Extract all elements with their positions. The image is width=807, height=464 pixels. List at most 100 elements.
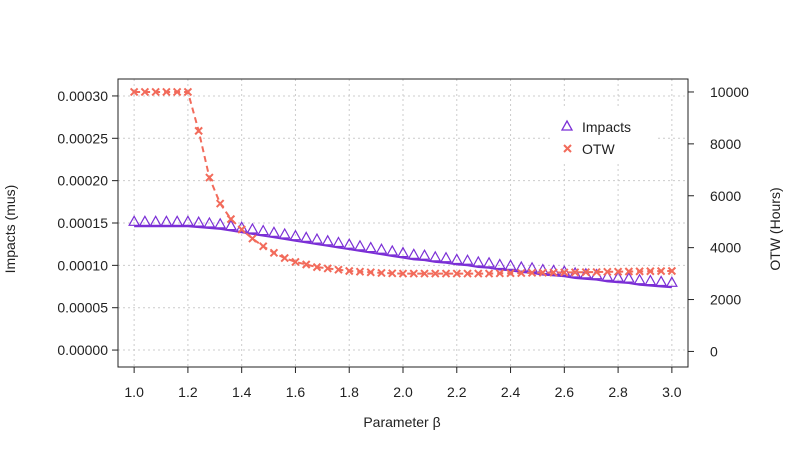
otw-point-stroke (603, 267, 612, 276)
otw-point-stroke (527, 268, 537, 278)
otw-point (162, 87, 171, 97)
otw-point (388, 269, 397, 278)
otw-point-stroke (592, 267, 601, 277)
x-tick-label: 1.8 (339, 384, 359, 400)
x-tick-label: 2.6 (555, 384, 575, 400)
otw-point-stroke (517, 268, 526, 278)
x-tick-label: 3.0 (662, 384, 682, 400)
impacts-point (461, 254, 474, 265)
otw-point (560, 268, 569, 277)
otw-point (613, 267, 623, 276)
otw-point-stroke (506, 268, 515, 278)
impacts-point (149, 215, 162, 226)
impacts-point (439, 251, 453, 263)
otw-point (226, 214, 236, 224)
otw-point (345, 266, 354, 276)
otw-point (302, 260, 311, 269)
otw-point (334, 265, 343, 274)
otw-point (237, 225, 246, 234)
impacts-point (343, 237, 356, 249)
otw-point (280, 253, 289, 263)
impacts-point (171, 215, 184, 226)
impacts-point (300, 231, 313, 242)
impacts-point (601, 270, 614, 281)
y-axis-right-label: OTW (Hours) (767, 187, 783, 270)
otw-point-stroke (183, 87, 193, 97)
otw-point-stroke (463, 269, 472, 278)
otw-point-stroke (302, 260, 311, 269)
y-left-tick-label: 0.00020 (57, 173, 108, 189)
legend-impacts-label: Impacts (582, 119, 631, 135)
x-axis-label: Parameter β (363, 414, 440, 430)
otw-point (624, 267, 634, 276)
otw-point (366, 268, 375, 277)
impacts-point (203, 216, 216, 228)
y-right-tick-label: 10000 (710, 84, 749, 100)
otw-point (248, 234, 257, 243)
impacts-point (128, 215, 141, 226)
otw-point (431, 269, 440, 278)
impacts-point (160, 215, 173, 226)
otw-point-stroke (172, 87, 182, 97)
otw-point (667, 266, 677, 276)
legend-otw-marker (563, 144, 572, 153)
otw-point (463, 269, 472, 278)
otw-point (527, 268, 537, 278)
otw-point (194, 126, 203, 136)
otw-point-stroke (667, 266, 677, 276)
impacts-point (181, 215, 194, 226)
otw-point-stroke (151, 87, 160, 97)
otw-point-stroke (613, 267, 623, 276)
y-right-tick-label: 0 (710, 343, 718, 359)
impacts-point (418, 248, 431, 260)
x-tick-label: 1.6 (286, 384, 306, 400)
otw-point-stroke (194, 126, 203, 136)
otw-point (258, 242, 268, 251)
otw-point-stroke (345, 266, 354, 276)
impacts-point (483, 256, 496, 268)
x-tick-label: 2.8 (608, 384, 628, 400)
otw-point-stroke (323, 264, 332, 273)
impacts-point (257, 224, 270, 236)
impacts-point (622, 271, 635, 283)
impacts-point (504, 259, 517, 270)
impacts-point (515, 260, 528, 272)
otw-point-stroke (398, 269, 408, 278)
legend-otw-label: OTW (582, 141, 615, 157)
otw-point (549, 268, 558, 277)
otw-point (592, 267, 601, 277)
grid (118, 79, 688, 367)
impacts-point (655, 275, 668, 287)
otw-point (140, 87, 150, 97)
otw-point (355, 267, 365, 276)
impacts-point (353, 239, 367, 251)
impacts-point (289, 229, 302, 241)
otw-point (474, 269, 483, 278)
otw-point (517, 268, 526, 278)
y-right-tick-label: 8000 (710, 136, 741, 152)
otw-point (183, 87, 193, 97)
impacts-point (472, 255, 485, 267)
otw-point (495, 269, 504, 278)
y-left-tick-label: 0.00010 (57, 257, 108, 273)
otw-point (484, 269, 494, 278)
otw-point (635, 267, 644, 276)
otw-point (506, 268, 515, 278)
impacts-point (450, 253, 463, 265)
y-right-tick-label: 4000 (710, 240, 741, 256)
otw-point-stroke (366, 268, 375, 277)
otw-point (646, 267, 655, 276)
legend-box (552, 108, 657, 164)
x-tick-label: 2.0 (393, 384, 413, 400)
otw-point-stroke (355, 267, 365, 276)
y-left-tick-label: 0.00000 (57, 342, 108, 358)
x-tick-label: 2.4 (501, 384, 521, 400)
impacts-point (407, 248, 420, 259)
otw-point-stroke (431, 269, 440, 278)
impacts-point (612, 270, 625, 282)
otw-point-stroke (538, 268, 548, 277)
otw-point (205, 173, 214, 182)
otw-point-stroke (635, 267, 644, 276)
otw-point-stroke (205, 173, 214, 182)
otw-point (323, 264, 332, 273)
